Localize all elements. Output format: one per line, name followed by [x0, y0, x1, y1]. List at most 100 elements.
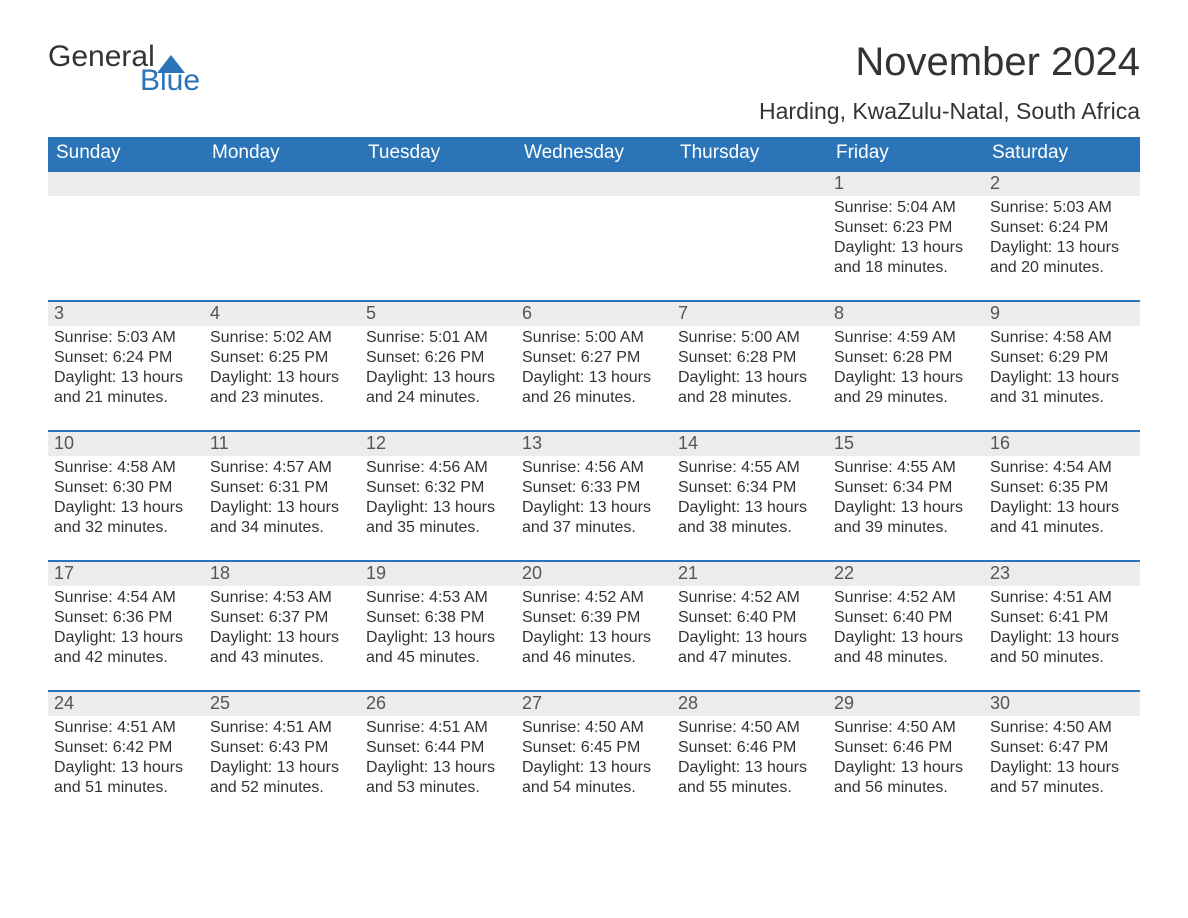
weekday-header: Thursday — [672, 137, 828, 171]
sunrise-line: Sunrise: 4:56 AM — [522, 458, 666, 478]
daylight-line: Daylight: 13 hours and 34 minutes. — [210, 498, 354, 538]
sunrise-line: Sunrise: 5:00 AM — [678, 328, 822, 348]
sunset-line: Sunset: 6:24 PM — [990, 218, 1134, 238]
sunset-line: Sunset: 6:45 PM — [522, 738, 666, 758]
day-number — [516, 172, 672, 196]
sunset-line: Sunset: 6:28 PM — [678, 348, 822, 368]
day-details: Sunrise: 4:52 AMSunset: 6:39 PMDaylight:… — [516, 586, 672, 672]
sunrise-line: Sunrise: 4:54 AM — [990, 458, 1134, 478]
day-details: Sunrise: 4:53 AMSunset: 6:37 PMDaylight:… — [204, 586, 360, 672]
sunset-line: Sunset: 6:25 PM — [210, 348, 354, 368]
weekday-header: Monday — [204, 137, 360, 171]
sunrise-line: Sunrise: 5:00 AM — [522, 328, 666, 348]
calendar-cell — [48, 171, 204, 301]
day-number: 9 — [984, 302, 1140, 326]
daylight-line: Daylight: 13 hours and 45 minutes. — [366, 628, 510, 668]
sunset-line: Sunset: 6:27 PM — [522, 348, 666, 368]
logo: General Blue — [48, 40, 200, 98]
day-details: Sunrise: 4:51 AMSunset: 6:42 PMDaylight:… — [48, 716, 204, 802]
calendar-cell: 12Sunrise: 4:56 AMSunset: 6:32 PMDayligh… — [360, 431, 516, 561]
calendar-cell: 15Sunrise: 4:55 AMSunset: 6:34 PMDayligh… — [828, 431, 984, 561]
daylight-line: Daylight: 13 hours and 29 minutes. — [834, 368, 978, 408]
title-block: November 2024 Harding, KwaZulu-Natal, So… — [759, 40, 1140, 135]
sunset-line: Sunset: 6:35 PM — [990, 478, 1134, 498]
calendar-cell: 24Sunrise: 4:51 AMSunset: 6:42 PMDayligh… — [48, 691, 204, 821]
daylight-line: Daylight: 13 hours and 32 minutes. — [54, 498, 198, 538]
calendar-cell: 18Sunrise: 4:53 AMSunset: 6:37 PMDayligh… — [204, 561, 360, 691]
daylight-line: Daylight: 13 hours and 24 minutes. — [366, 368, 510, 408]
sunset-line: Sunset: 6:34 PM — [834, 478, 978, 498]
weekday-header: Tuesday — [360, 137, 516, 171]
daylight-line: Daylight: 13 hours and 52 minutes. — [210, 758, 354, 798]
day-number: 26 — [360, 692, 516, 716]
sunrise-line: Sunrise: 4:50 AM — [990, 718, 1134, 738]
sunset-line: Sunset: 6:31 PM — [210, 478, 354, 498]
calendar-cell — [672, 171, 828, 301]
day-number: 1 — [828, 172, 984, 196]
sunrise-line: Sunrise: 4:51 AM — [210, 718, 354, 738]
calendar-cell: 5Sunrise: 5:01 AMSunset: 6:26 PMDaylight… — [360, 301, 516, 431]
daylight-line: Daylight: 13 hours and 37 minutes. — [522, 498, 666, 538]
location: Harding, KwaZulu-Natal, South Africa — [759, 98, 1140, 125]
day-number: 20 — [516, 562, 672, 586]
sunrise-line: Sunrise: 4:55 AM — [834, 458, 978, 478]
sunset-line: Sunset: 6:34 PM — [678, 478, 822, 498]
day-number: 14 — [672, 432, 828, 456]
day-number: 7 — [672, 302, 828, 326]
sunset-line: Sunset: 6:36 PM — [54, 608, 198, 628]
day-number: 2 — [984, 172, 1140, 196]
sunset-line: Sunset: 6:24 PM — [54, 348, 198, 368]
sunset-line: Sunset: 6:44 PM — [366, 738, 510, 758]
daylight-line: Daylight: 13 hours and 55 minutes. — [678, 758, 822, 798]
day-details: Sunrise: 4:54 AMSunset: 6:35 PMDaylight:… — [984, 456, 1140, 542]
logo-word-blue: Blue — [140, 64, 200, 98]
sunrise-line: Sunrise: 5:02 AM — [210, 328, 354, 348]
sunrise-line: Sunrise: 4:54 AM — [54, 588, 198, 608]
day-number: 10 — [48, 432, 204, 456]
daylight-line: Daylight: 13 hours and 56 minutes. — [834, 758, 978, 798]
day-details: Sunrise: 4:50 AMSunset: 6:46 PMDaylight:… — [672, 716, 828, 802]
weekday-header: Saturday — [984, 137, 1140, 171]
day-details: Sunrise: 5:03 AMSunset: 6:24 PMDaylight:… — [48, 326, 204, 412]
daylight-line: Daylight: 13 hours and 23 minutes. — [210, 368, 354, 408]
day-details: Sunrise: 4:56 AMSunset: 6:33 PMDaylight:… — [516, 456, 672, 542]
sunset-line: Sunset: 6:40 PM — [678, 608, 822, 628]
sunrise-line: Sunrise: 5:03 AM — [990, 198, 1134, 218]
day-number — [48, 172, 204, 196]
calendar-cell: 20Sunrise: 4:52 AMSunset: 6:39 PMDayligh… — [516, 561, 672, 691]
sunrise-line: Sunrise: 4:59 AM — [834, 328, 978, 348]
calendar-cell — [516, 171, 672, 301]
calendar-header-row: SundayMondayTuesdayWednesdayThursdayFrid… — [48, 137, 1140, 171]
calendar-cell: 27Sunrise: 4:50 AMSunset: 6:45 PMDayligh… — [516, 691, 672, 821]
day-number — [204, 172, 360, 196]
calendar-cell: 9Sunrise: 4:58 AMSunset: 6:29 PMDaylight… — [984, 301, 1140, 431]
sunset-line: Sunset: 6:32 PM — [366, 478, 510, 498]
calendar-cell: 2Sunrise: 5:03 AMSunset: 6:24 PMDaylight… — [984, 171, 1140, 301]
sunset-line: Sunset: 6:46 PM — [678, 738, 822, 758]
day-number: 13 — [516, 432, 672, 456]
sunrise-line: Sunrise: 5:04 AM — [834, 198, 978, 218]
weekday-header: Sunday — [48, 137, 204, 171]
daylight-line: Daylight: 13 hours and 41 minutes. — [990, 498, 1134, 538]
calendar-cell: 29Sunrise: 4:50 AMSunset: 6:46 PMDayligh… — [828, 691, 984, 821]
daylight-line: Daylight: 13 hours and 46 minutes. — [522, 628, 666, 668]
day-details: Sunrise: 4:51 AMSunset: 6:43 PMDaylight:… — [204, 716, 360, 802]
daylight-line: Daylight: 13 hours and 18 minutes. — [834, 238, 978, 278]
sunrise-line: Sunrise: 4:52 AM — [834, 588, 978, 608]
day-number: 15 — [828, 432, 984, 456]
day-number: 29 — [828, 692, 984, 716]
day-details: Sunrise: 4:52 AMSunset: 6:40 PMDaylight:… — [672, 586, 828, 672]
daylight-line: Daylight: 13 hours and 43 minutes. — [210, 628, 354, 668]
sunset-line: Sunset: 6:30 PM — [54, 478, 198, 498]
calendar-cell: 8Sunrise: 4:59 AMSunset: 6:28 PMDaylight… — [828, 301, 984, 431]
daylight-line: Daylight: 13 hours and 31 minutes. — [990, 368, 1134, 408]
day-number: 28 — [672, 692, 828, 716]
day-number: 11 — [204, 432, 360, 456]
sunset-line: Sunset: 6:41 PM — [990, 608, 1134, 628]
day-number: 23 — [984, 562, 1140, 586]
daylight-line: Daylight: 13 hours and 39 minutes. — [834, 498, 978, 538]
daylight-line: Daylight: 13 hours and 21 minutes. — [54, 368, 198, 408]
day-number: 25 — [204, 692, 360, 716]
daylight-line: Daylight: 13 hours and 51 minutes. — [54, 758, 198, 798]
day-number: 5 — [360, 302, 516, 326]
